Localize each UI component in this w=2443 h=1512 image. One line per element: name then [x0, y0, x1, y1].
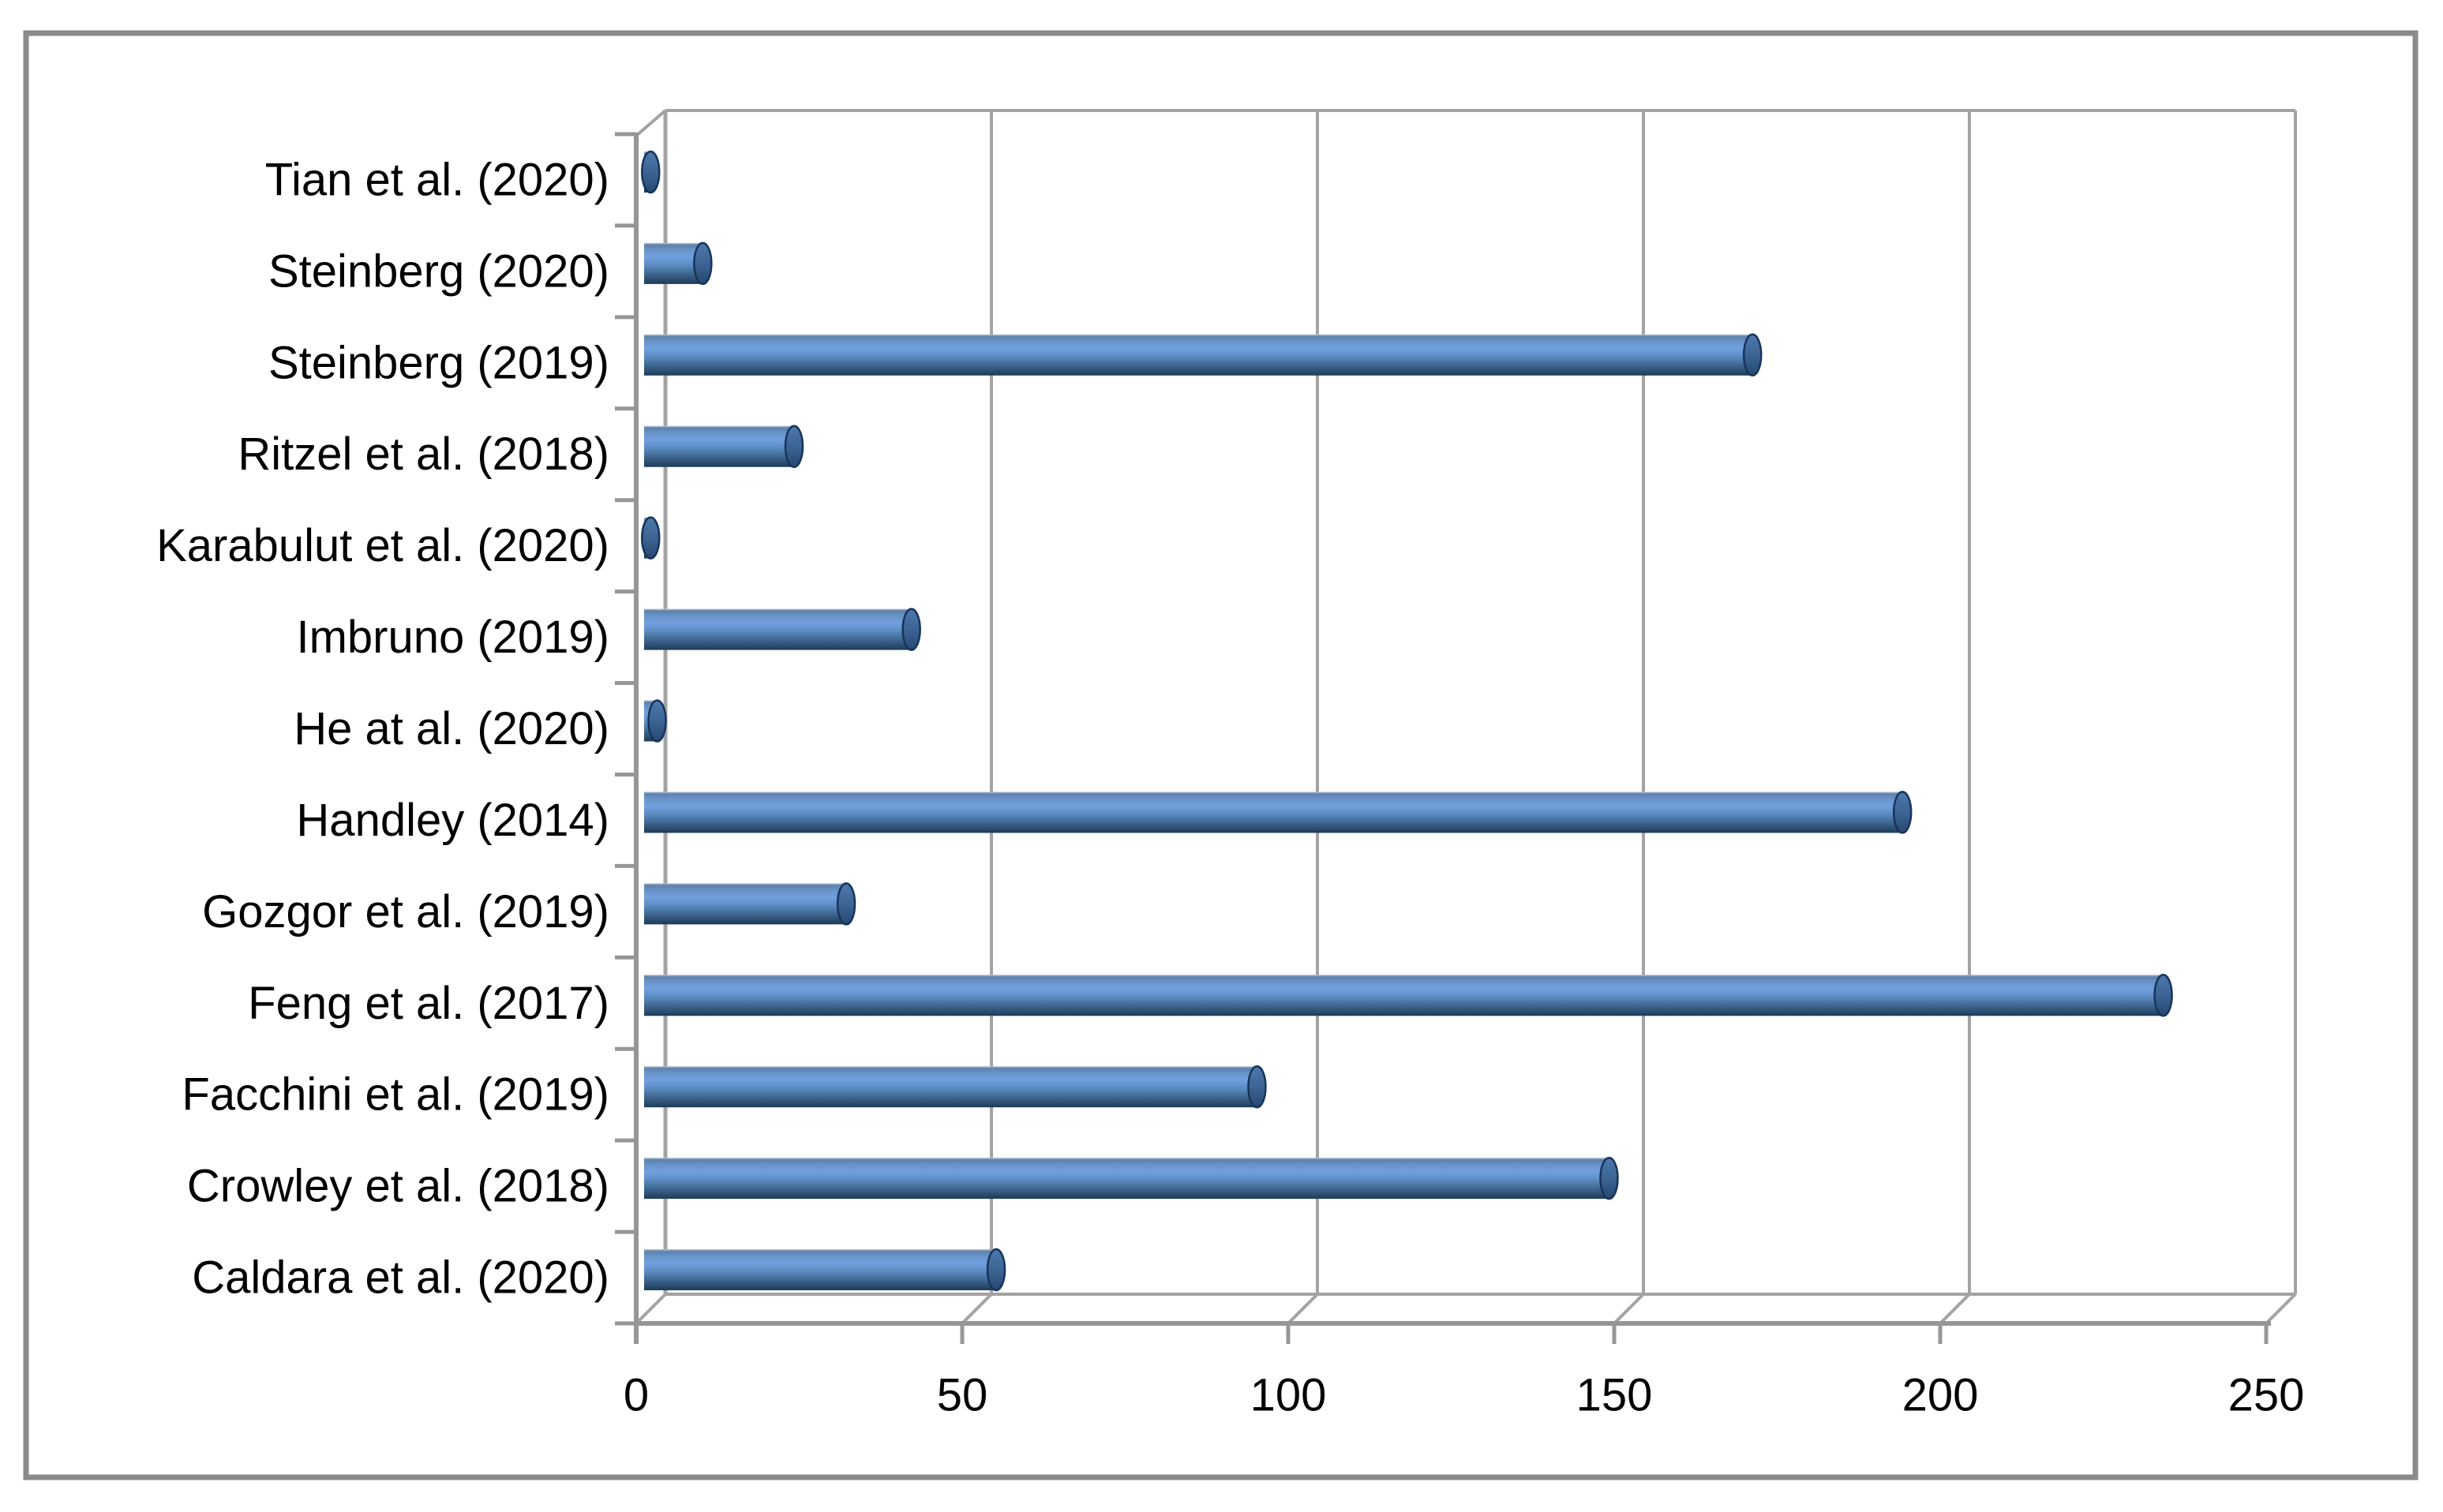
gridline-bevel-150	[1613, 1293, 1645, 1325]
gridline-bevel-100	[1287, 1293, 1319, 1325]
gridline-bevel-200	[1939, 1293, 1971, 1325]
bar	[644, 1066, 1257, 1108]
bar	[644, 883, 847, 925]
category-label: Karabulut et al. (2020)	[156, 520, 609, 571]
bar-end-cap	[1247, 1065, 1267, 1109]
bar-row	[644, 333, 1763, 377]
bar-end-cap	[1742, 333, 1763, 377]
x-tick-label: 0	[624, 1370, 649, 1421]
bar-end-cap	[784, 425, 804, 468]
x-tick-label: 100	[1250, 1370, 1327, 1421]
x-tick-label: 150	[1576, 1370, 1653, 1421]
bar-row	[644, 791, 1913, 834]
bar-end-cap	[693, 241, 713, 286]
bar-end-cap	[836, 882, 856, 926]
plot-top-bevel	[635, 109, 667, 137]
bar-row	[644, 241, 713, 286]
bar	[644, 608, 912, 650]
bar-row	[644, 1156, 1619, 1200]
category-label: Steinberg (2020)	[268, 245, 609, 297]
bar-row	[641, 150, 661, 194]
bar	[644, 334, 1753, 376]
category-label: Ritzel et al. (2018)	[238, 429, 609, 480]
x-tick-label: 50	[937, 1370, 988, 1421]
bar-row	[644, 608, 921, 651]
bar-row	[644, 699, 667, 743]
category-label: Facchini et al. (2019)	[182, 1069, 609, 1121]
gridline-bevel-50	[961, 1293, 993, 1325]
gridline-bevel-250	[2265, 1293, 2297, 1325]
bar-row	[644, 1248, 1006, 1292]
category-label: He at al. (2020)	[294, 703, 609, 754]
bar	[644, 792, 1903, 833]
bar-end-cap	[1892, 791, 1913, 834]
bar-row	[644, 425, 804, 468]
bar-row	[641, 516, 661, 560]
category-label: Imbruno (2019)	[296, 612, 609, 663]
bar	[644, 975, 2164, 1016]
bar-end-cap	[2153, 974, 2173, 1017]
bar-end-cap	[986, 1248, 1006, 1292]
bar-end-cap	[1599, 1156, 1619, 1200]
category-label: Feng et al. (2017)	[248, 978, 609, 1029]
x-tick-label: 200	[1902, 1370, 1979, 1421]
figure-frame	[23, 30, 2419, 1480]
bar-row	[644, 974, 2173, 1017]
gridline-bevel-0	[635, 1293, 667, 1325]
category-label: Caldara et al. (2020)	[192, 1252, 609, 1304]
bar-end-cap	[641, 516, 661, 560]
bar	[644, 425, 794, 467]
category-label: Crowley et al. (2018)	[187, 1161, 609, 1212]
bar-end-cap	[647, 699, 667, 743]
category-label: Gozgor et al. (2019)	[202, 886, 609, 938]
x-tick-label: 250	[2228, 1370, 2305, 1421]
category-label: Tian et al. (2020)	[265, 154, 609, 205]
bar-row	[644, 1065, 1267, 1109]
category-label: Steinberg (2019)	[268, 337, 609, 388]
bar	[644, 242, 703, 284]
bar-end-cap	[641, 150, 661, 194]
category-label: Handley (2014)	[296, 795, 609, 846]
bar	[644, 1158, 1609, 1199]
bar	[644, 1249, 997, 1291]
bar-row	[644, 882, 856, 926]
bar-end-cap	[901, 608, 921, 651]
